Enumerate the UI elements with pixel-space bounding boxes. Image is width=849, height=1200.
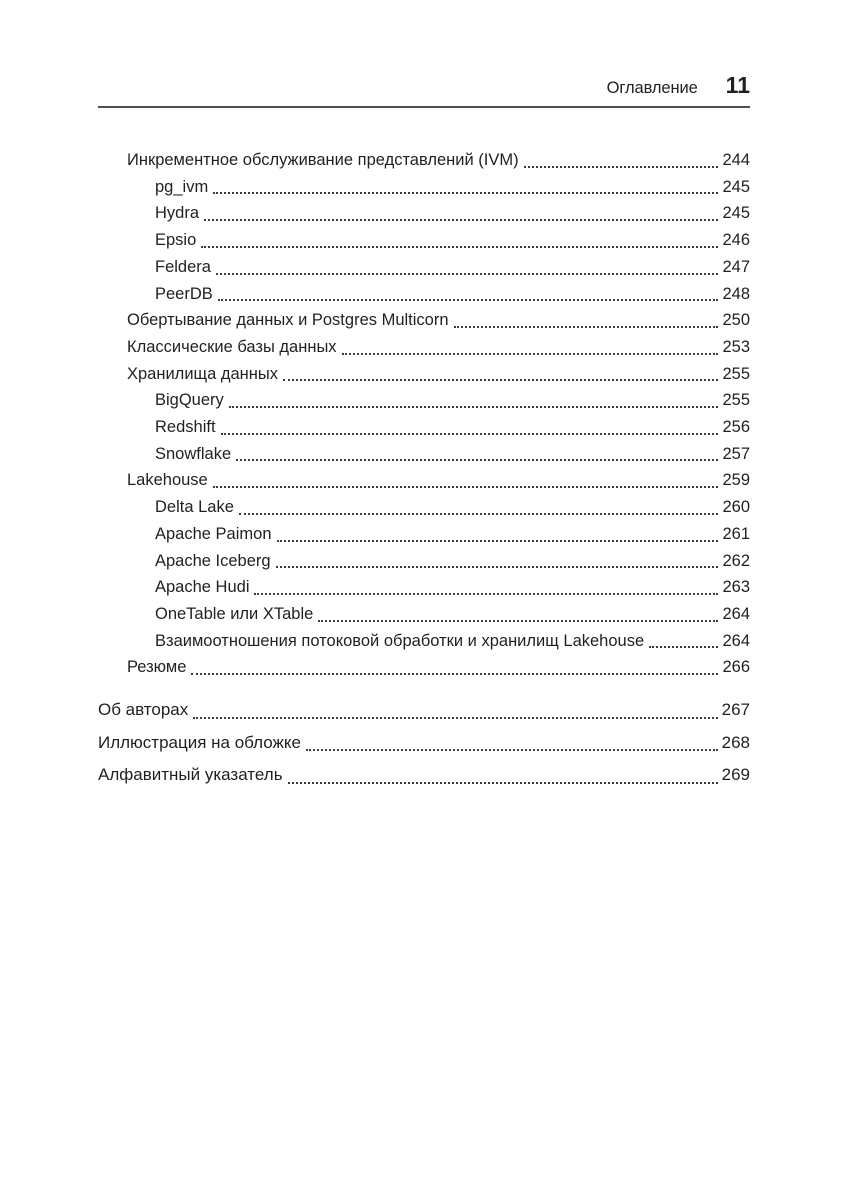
toc-entry-title: Redshift bbox=[155, 418, 216, 437]
toc-entry: Apache Iceberg 262 bbox=[98, 548, 750, 575]
toc-entry: Apache Paimon 261 bbox=[98, 521, 750, 548]
toc-entry: Snowflake 257 bbox=[98, 441, 750, 468]
dot-leader bbox=[215, 254, 719, 275]
page-header: Оглавление 11 bbox=[98, 72, 750, 99]
toc-entry-page: 255 bbox=[722, 391, 750, 410]
dot-leader bbox=[228, 387, 719, 409]
dot-leader bbox=[254, 574, 719, 595]
dot-leader bbox=[306, 727, 718, 752]
dot-leader bbox=[212, 467, 719, 489]
toc-entry-page: 257 bbox=[722, 444, 750, 463]
toc-entry-page: 245 bbox=[722, 177, 750, 196]
toc-entry: Feldera 247 bbox=[98, 254, 750, 281]
toc-entry-title: BigQuery bbox=[155, 391, 224, 410]
toc-entry-page: 250 bbox=[722, 311, 750, 330]
toc-entry-page: 247 bbox=[722, 257, 750, 276]
dot-leader bbox=[276, 521, 719, 542]
toc-entry-page: 266 bbox=[722, 658, 750, 677]
toc-entry: OneTable или XTable 264 bbox=[98, 601, 750, 628]
toc-entry-title: Feldera bbox=[155, 257, 211, 276]
toc-entry-page: 264 bbox=[722, 631, 750, 650]
toc-entry-page: 246 bbox=[722, 231, 750, 250]
toc-entry-title: Lakehouse bbox=[127, 471, 208, 490]
toc-entry-title: Алфавитный указатель bbox=[98, 765, 283, 785]
toc-entry: Epsio 246 bbox=[98, 227, 750, 254]
dot-leader bbox=[283, 361, 719, 382]
toc-entry-page: 262 bbox=[722, 551, 750, 570]
dot-leader bbox=[453, 307, 719, 328]
toc-entry-page: 268 bbox=[721, 732, 750, 752]
toc-entry-title: Классические базы данных bbox=[127, 337, 337, 356]
toc-entry: Классические базы данных 253 bbox=[98, 334, 750, 361]
toc-entry-page: 248 bbox=[722, 284, 750, 303]
toc-entry-title: Обертывание данных и Postgres Multicorn bbox=[127, 311, 449, 330]
toc-entry-page: 245 bbox=[722, 204, 750, 223]
toc-entry-title: Инкрементное обслуживание представлений … bbox=[127, 151, 519, 169]
dot-leader bbox=[213, 174, 719, 195]
toc-entry-title: PeerDB bbox=[155, 284, 213, 303]
toc-entry-title: Epsio bbox=[155, 231, 197, 250]
page-number: 11 bbox=[725, 72, 750, 98]
toc-entry-page: 244 bbox=[722, 151, 750, 169]
back-matter-list: Об авторах 267 Иллюстрация на обложке 26… bbox=[98, 694, 750, 792]
toc-entry-page: 259 bbox=[722, 471, 750, 490]
dot-leader bbox=[201, 227, 719, 248]
toc-list: Инкрементное обслуживание представлений … bbox=[98, 147, 750, 681]
dot-leader bbox=[193, 694, 718, 719]
toc-entry: Об авторах 267 bbox=[98, 694, 750, 727]
toc-entry: Delta Lake 260 bbox=[98, 494, 750, 521]
toc-entry-title: OneTable или XTable bbox=[155, 604, 314, 623]
toc-entry-page: 263 bbox=[722, 578, 750, 597]
toc-entry: Иллюстрация на обложке 268 bbox=[98, 727, 750, 760]
dot-leader bbox=[341, 334, 719, 355]
toc-entry-title: Об авторах bbox=[98, 700, 189, 720]
dot-leader bbox=[217, 281, 719, 302]
toc-entry-title: Hydra bbox=[155, 204, 200, 223]
toc-entry-page: 267 bbox=[721, 700, 750, 720]
toc-entry-title: Иллюстрация на обложке bbox=[98, 732, 301, 752]
header-rule bbox=[98, 106, 750, 108]
toc-entry: pg_ivm 245 bbox=[98, 174, 750, 201]
toc-entry-title: Apache Hudi bbox=[155, 578, 250, 597]
toc-entry-page: 260 bbox=[722, 498, 750, 517]
toc-entry-page: 255 bbox=[722, 364, 750, 383]
dot-leader bbox=[191, 654, 719, 676]
toc-entry-title: Apache Iceberg bbox=[155, 551, 271, 570]
dot-leader bbox=[204, 200, 719, 222]
toc-entry: BigQuery 255 bbox=[98, 387, 750, 414]
toc-entry: Apache Hudi 263 bbox=[98, 574, 750, 601]
toc-entry: Redshift 256 bbox=[98, 414, 750, 441]
dot-leader bbox=[236, 441, 719, 462]
toc-entry-page: 261 bbox=[722, 524, 750, 543]
toc-entry: Взаимоотношения потоковой обработки и хр… bbox=[98, 628, 750, 655]
dot-leader bbox=[220, 414, 719, 435]
toc-entry: Алфавитный указатель 269 bbox=[98, 759, 750, 792]
dot-leader bbox=[523, 147, 719, 168]
dot-leader bbox=[275, 548, 719, 569]
toc-entry-title: Snowflake bbox=[155, 444, 232, 463]
toc-entry-page: 256 bbox=[722, 418, 750, 437]
toc-entry-title: Взаимоотношения потоковой обработки и хр… bbox=[155, 631, 645, 650]
toc-entry: Резюме 266 bbox=[98, 654, 750, 681]
toc-entry-title: Хранилища данных bbox=[127, 364, 279, 383]
dot-leader bbox=[649, 628, 719, 649]
toc-entry: Инкрементное обслуживание представлений … bbox=[98, 147, 750, 174]
dot-leader bbox=[287, 759, 718, 784]
toc-entry-page: 269 bbox=[721, 765, 750, 785]
toc-entry: Hydra 245 bbox=[98, 200, 750, 227]
toc-entry: PeerDB 248 bbox=[98, 281, 750, 308]
dot-leader bbox=[238, 494, 719, 515]
toc-entry-page: 253 bbox=[722, 337, 750, 356]
toc-entry-title: Delta Lake bbox=[155, 498, 234, 517]
toc-entry: Хранилища данных 255 bbox=[98, 361, 750, 388]
running-head: Оглавление bbox=[606, 79, 698, 97]
toc-entry: Обертывание данных и Postgres Multicorn … bbox=[98, 307, 750, 334]
toc-entry-title: Apache Paimon bbox=[155, 524, 272, 543]
toc-entry: Lakehouse 259 bbox=[98, 467, 750, 494]
toc-entry-title: Резюме bbox=[127, 658, 187, 677]
dot-leader bbox=[318, 601, 719, 622]
toc-entry-page: 264 bbox=[722, 604, 750, 623]
toc-entry-title: pg_ivm bbox=[155, 177, 209, 196]
